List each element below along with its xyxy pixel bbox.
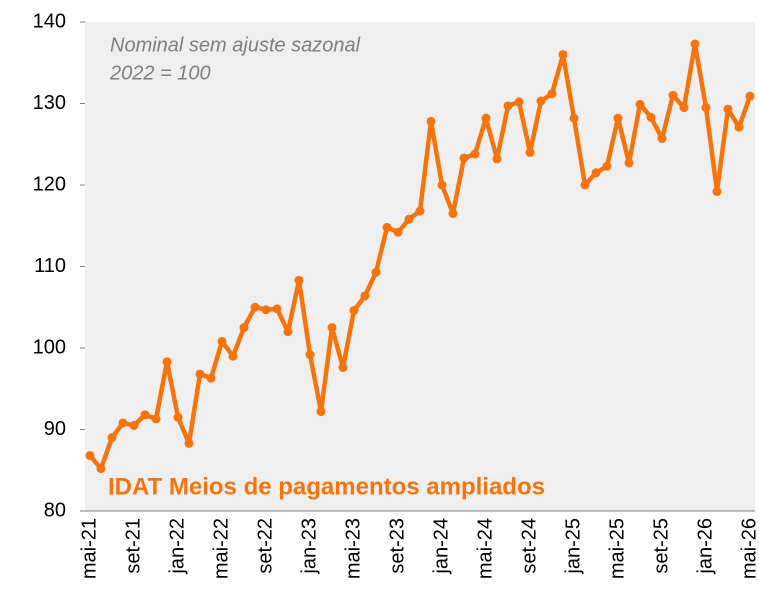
y-tick-label: 110 xyxy=(34,255,66,277)
y-tick-label: 80 xyxy=(44,499,66,521)
data-point xyxy=(514,97,524,107)
x-tick-label: mai-25 xyxy=(606,518,628,579)
data-point xyxy=(679,103,689,113)
data-point xyxy=(492,154,502,164)
data-point xyxy=(624,158,634,168)
data-point xyxy=(448,209,458,219)
data-point xyxy=(668,90,678,100)
data-point xyxy=(437,180,447,190)
data-point xyxy=(305,350,315,360)
data-point xyxy=(558,50,568,60)
x-tick-label: mai-22 xyxy=(210,518,232,579)
data-point xyxy=(635,99,645,109)
x-tick-label: mai-26 xyxy=(738,518,759,579)
y-tick-label: 90 xyxy=(44,418,66,440)
x-tick-label: jan-25 xyxy=(562,518,584,575)
series-label: IDAT Meios de pagamentos ampliados xyxy=(108,473,545,500)
data-point xyxy=(228,351,238,361)
data-point xyxy=(481,113,491,123)
data-point xyxy=(96,464,106,474)
data-point xyxy=(272,304,282,314)
data-point xyxy=(140,410,150,420)
data-point xyxy=(239,323,249,333)
y-tick-label: 130 xyxy=(33,92,66,114)
data-point xyxy=(404,214,414,224)
data-point xyxy=(547,89,557,99)
data-point xyxy=(393,227,403,237)
data-point xyxy=(338,363,348,373)
data-point xyxy=(723,104,733,114)
x-tick-label: set-25 xyxy=(650,518,672,574)
data-point xyxy=(195,369,205,379)
x-tick-label: mai-23 xyxy=(342,518,364,579)
data-point xyxy=(217,336,227,346)
data-point xyxy=(613,113,623,123)
data-point xyxy=(129,420,139,430)
data-point xyxy=(283,327,293,337)
data-point xyxy=(206,373,216,383)
data-point xyxy=(360,291,370,301)
x-tick-label: jan-24 xyxy=(430,518,452,575)
data-point xyxy=(349,306,359,316)
x-tick-label: mai-21 xyxy=(78,518,100,579)
annotation: Nominal sem ajuste sazonal xyxy=(110,34,361,56)
data-point xyxy=(690,39,700,49)
data-point xyxy=(415,206,425,216)
y-tick-label: 100 xyxy=(33,336,66,358)
data-point xyxy=(591,168,601,178)
x-tick-label: jan-22 xyxy=(166,518,188,575)
x-tick-label: jan-26 xyxy=(694,518,716,575)
data-point xyxy=(151,414,161,424)
data-point xyxy=(118,418,128,428)
y-tick-label: 140 xyxy=(33,10,66,32)
data-point xyxy=(734,122,744,132)
data-point xyxy=(745,91,755,101)
data-point xyxy=(294,275,304,285)
data-point xyxy=(646,112,656,122)
data-point xyxy=(371,267,381,277)
x-tick-label: set-21 xyxy=(122,518,144,574)
data-point xyxy=(426,116,436,126)
data-point xyxy=(107,433,117,443)
y-tick-label: 120 xyxy=(33,173,66,195)
data-point xyxy=(184,438,194,448)
data-point xyxy=(602,161,612,171)
data-point xyxy=(580,180,590,190)
data-point xyxy=(261,305,271,315)
x-tick-label: mai-24 xyxy=(474,518,496,579)
annotation: 2022 = 100 xyxy=(109,62,211,84)
data-point xyxy=(701,103,711,113)
x-tick-label: set-22 xyxy=(254,518,276,574)
data-point xyxy=(712,187,722,197)
data-point xyxy=(382,222,392,232)
x-tick-label: set-23 xyxy=(386,518,408,574)
data-point xyxy=(459,153,469,163)
data-point xyxy=(657,134,667,144)
data-point xyxy=(327,323,337,333)
data-point xyxy=(173,412,183,422)
x-tick-label: set-24 xyxy=(518,518,540,574)
data-point xyxy=(162,357,172,367)
x-tick-label: jan-23 xyxy=(298,518,320,575)
data-point xyxy=(525,147,535,157)
data-point xyxy=(85,451,95,461)
data-point xyxy=(250,302,260,312)
data-point xyxy=(470,149,480,159)
data-point xyxy=(536,96,546,106)
data-point xyxy=(503,101,513,111)
data-point xyxy=(569,113,579,123)
data-point xyxy=(316,407,326,417)
